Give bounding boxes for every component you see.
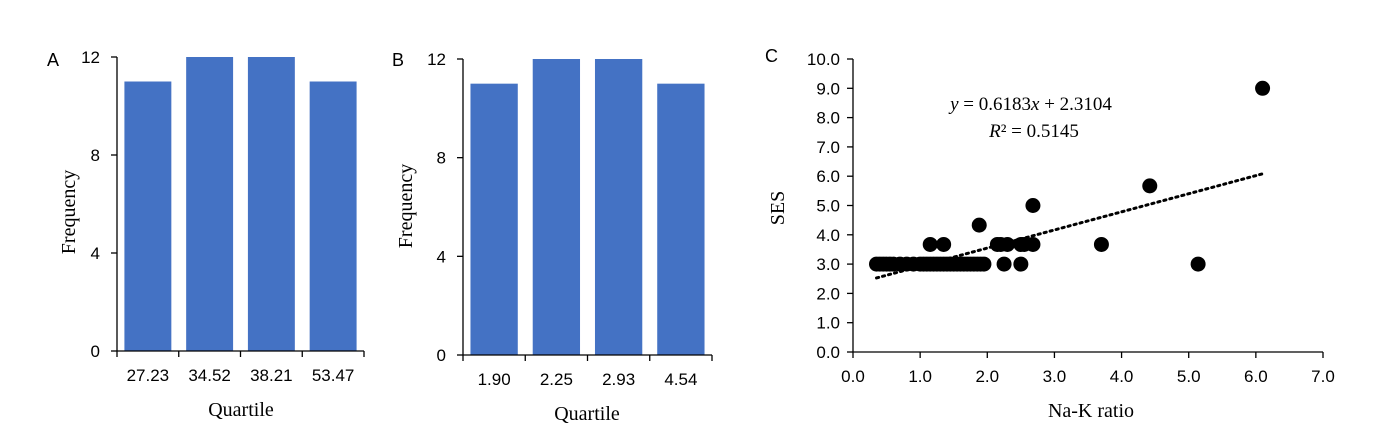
panel-b-bars xyxy=(470,59,705,356)
panel-c-point-41 xyxy=(1025,198,1041,213)
panel-c-x-axis-title: Na-K ratio xyxy=(1048,400,1134,422)
panel-b-y-axis-title: Frequency xyxy=(395,164,417,248)
b-y-tick-label: 8 xyxy=(437,149,446,168)
panel-c-r-squared: R² = 0.5145 xyxy=(988,121,1079,142)
panel-c-point-35 xyxy=(999,236,1015,252)
a-bar-3 xyxy=(247,57,295,351)
panel-c-r-var: R xyxy=(988,121,1001,142)
panel-c-point-42 xyxy=(1093,236,1109,252)
a-y-tick-label: 8 xyxy=(91,146,100,165)
panel-c-points xyxy=(869,80,1271,272)
b-bar-4 xyxy=(657,83,705,356)
b-bar-1 xyxy=(470,83,518,356)
a-x-tick-label: 38.21 xyxy=(250,366,293,385)
panel-c-x-tick-label: 6.0 xyxy=(1244,367,1268,386)
panel-a-x-axis-title: Quartile xyxy=(208,399,274,421)
panel-c-point-39 xyxy=(996,256,1012,272)
a-bar-2 xyxy=(186,57,234,351)
a-x-tick-label: 53.47 xyxy=(312,366,355,385)
b-bar-2 xyxy=(532,59,581,355)
panel-c-y-tick-label: 6.0 xyxy=(816,167,840,186)
panel-b-letter: B xyxy=(392,50,404,70)
panel-c-point-30 xyxy=(922,236,938,252)
a-bar-1 xyxy=(124,81,172,351)
b-x-tick-label: 1.90 xyxy=(478,370,511,389)
panel-b-x-axis-title: Quartile xyxy=(554,403,620,425)
panel-c-y-tick-label: 10.0 xyxy=(807,50,840,69)
panel-c-tick-marks xyxy=(847,58,1324,358)
a-bar-4 xyxy=(309,81,357,351)
panel-c-y-tick-labels: 0.0 1.0 2.0 3.0 4.0 5.0 6.0 7.0 8.0 9.0 10.0 xyxy=(807,50,840,362)
panel-c-x-tick-label: 1.0 xyxy=(908,367,932,386)
panel-c-trendline xyxy=(875,172,1265,280)
panel-c-x-tick-label: 0.0 xyxy=(841,367,865,386)
panel-c-point-44 xyxy=(1190,256,1206,272)
panel-c-x-tick-label: 5.0 xyxy=(1177,367,1201,386)
panel-c-x-tick-label: 7.0 xyxy=(1311,367,1335,386)
panel-c-point-31 xyxy=(936,236,952,252)
panel-c-r-rest: ² = 0.5145 xyxy=(1001,121,1079,142)
panel-c: C 0.0 1.0 2.0 3.0 4.0 5.0 6.0 7.0 8.0 9.0 10.0 0.0… xyxy=(765,46,1335,422)
panel-c-y-axis-title: SES xyxy=(767,191,789,225)
panel-c-eq-y: y xyxy=(948,94,959,115)
panel-a-tick-marks xyxy=(111,56,365,357)
panel-c-y-tick-label: 1.0 xyxy=(816,314,840,333)
b-x-tick-label: 4.54 xyxy=(664,370,697,389)
panel-c-y-tick-label: 9.0 xyxy=(816,79,840,98)
panel-c-x-tick-label: 2.0 xyxy=(975,367,999,386)
panel-c-y-tick-label: 3.0 xyxy=(816,255,840,274)
b-x-tick-label: 2.93 xyxy=(602,370,635,389)
a-y-tick-label: 12 xyxy=(81,48,100,67)
panel-b-tick-marks xyxy=(457,58,713,361)
panel-a-y-tick-labels: 0 4 8 12 xyxy=(81,48,100,361)
panel-a-x-tick-labels: 27.23 34.52 38.21 53.47 xyxy=(127,366,355,385)
panel-b-y-tick-labels: 0 4 8 12 xyxy=(427,50,446,365)
panel-a-bars xyxy=(124,57,357,351)
panel-c-point-32 xyxy=(971,217,987,233)
panel-c-x-tick-labels: 0.0 1.0 2.0 3.0 4.0 5.0 6.0 7.0 xyxy=(841,367,1335,386)
panel-c-y-tick-label: 5.0 xyxy=(816,197,840,216)
panel-a-letter: A xyxy=(47,50,59,70)
a-x-tick-label: 34.52 xyxy=(188,366,231,385)
panel-b: B 0 4 8 12 1.90 2.25 2.93 4.54 Quartile Freque… xyxy=(392,50,713,425)
a-y-tick-label: 0 xyxy=(91,342,100,361)
panel-c-y-tick-label: 7.0 xyxy=(816,138,840,157)
panel-a-y-axis-title: Frequency xyxy=(58,170,80,254)
panel-c-x-tick-label: 4.0 xyxy=(1110,367,1134,386)
panel-c-point-40 xyxy=(1013,256,1029,272)
panel-c-y-tick-label: 2.0 xyxy=(816,284,840,303)
panel-c-point-29 xyxy=(976,256,992,272)
b-y-tick-label: 0 xyxy=(437,346,446,365)
b-bar-3 xyxy=(594,59,643,355)
a-y-tick-label: 4 xyxy=(91,244,100,263)
panel-c-equation: y = 0.6183x + 2.3104 xyxy=(948,94,1112,115)
panel-c-eq-rest: = 0.6183 xyxy=(959,94,1031,115)
panel-b-x-tick-labels: 1.90 2.25 2.93 4.54 xyxy=(478,370,698,389)
b-y-tick-label: 4 xyxy=(437,247,446,266)
panel-c-point-38 xyxy=(1025,236,1041,252)
panel-c-eq-tail: + 2.3104 xyxy=(1039,94,1112,115)
panel-c-y-tick-label: 4.0 xyxy=(816,226,840,245)
panel-c-y-tick-label: 8.0 xyxy=(816,109,840,128)
panel-c-y-tick-label: 0.0 xyxy=(816,343,840,362)
panel-c-point-43 xyxy=(1142,178,1158,194)
b-x-tick-label: 2.25 xyxy=(540,370,573,389)
b-y-tick-label: 12 xyxy=(427,50,446,69)
panel-c-letter: C xyxy=(765,46,778,66)
a-x-tick-label: 27.23 xyxy=(127,366,170,385)
panel-c-point-45 xyxy=(1255,80,1271,96)
panel-a: A 0 4 8 12 27.23 34.52 38.21 53.47 Quartile Fr… xyxy=(47,48,365,421)
panel-c-eq-x: x xyxy=(1030,94,1040,115)
panel-c-x-tick-label: 3.0 xyxy=(1043,367,1067,386)
